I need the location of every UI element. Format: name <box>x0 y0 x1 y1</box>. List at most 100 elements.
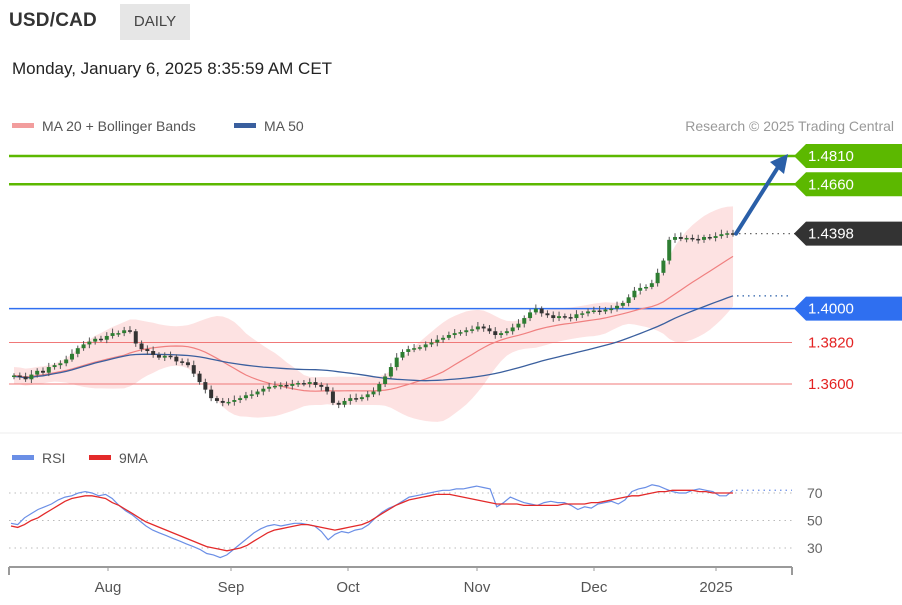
candle-body <box>238 398 243 401</box>
level-label: 1.3600 <box>808 376 854 393</box>
candle-body <box>151 351 156 355</box>
candle-body <box>696 238 701 241</box>
rsi-ma-line <box>10 489 733 552</box>
x-tick-label: Sep <box>218 579 245 596</box>
candle-body <box>81 344 86 349</box>
candle-body <box>122 330 127 334</box>
candle-body <box>383 376 388 384</box>
candle-body <box>325 386 330 392</box>
candle-body <box>232 400 237 402</box>
level-badge <box>794 296 902 321</box>
candle-body <box>64 359 69 364</box>
candle-body <box>359 397 364 400</box>
candle-body <box>220 400 225 403</box>
candle-body <box>731 233 735 235</box>
candle-body <box>127 330 132 332</box>
legend-swatch-bollinger <box>12 123 34 128</box>
legend-swatch-ma50 <box>234 123 256 128</box>
candle-body <box>354 398 359 400</box>
candle-body <box>278 384 283 387</box>
candle-body <box>23 376 28 380</box>
rsi-tick-label: 30 <box>807 540 823 556</box>
candle-body <box>243 395 248 399</box>
candle-body <box>313 382 318 385</box>
candle-body <box>684 237 689 240</box>
ma50-line <box>13 295 734 382</box>
candle-body <box>116 333 121 335</box>
candle-body <box>435 339 440 343</box>
candle-body <box>725 233 730 235</box>
candle-body <box>661 260 666 273</box>
candle-body <box>522 318 527 324</box>
x-tick-label: Aug <box>95 579 122 596</box>
candle-body <box>203 382 208 390</box>
candle-body <box>597 310 602 313</box>
candle-body <box>487 328 492 332</box>
level-badge <box>794 221 902 246</box>
candle-body <box>139 343 144 350</box>
level-label: 1.4000 <box>808 301 854 318</box>
price-levels-layer <box>9 154 902 385</box>
candle-body <box>458 332 463 334</box>
candle-body <box>562 316 567 318</box>
candle-body <box>46 367 51 373</box>
candle-body <box>475 326 480 330</box>
candle-body <box>504 331 509 334</box>
legend-label-bollinger: MA 20 + Bollinger Bands <box>42 118 196 134</box>
candle-body <box>673 237 678 240</box>
candle-body <box>539 308 544 314</box>
candle-body <box>591 310 596 313</box>
rsi-tick-label: 50 <box>807 513 823 529</box>
level-labels-layer: 1.4810 1.4660 1.4398 1.4000 1.3820 1.3600 <box>794 144 902 393</box>
source-credit: Research © 2025 Trading Central <box>685 118 894 134</box>
candle-body <box>626 297 631 303</box>
candle-body <box>644 286 649 289</box>
candle-body <box>110 333 115 336</box>
candle-body <box>40 370 45 373</box>
candle-body <box>638 287 643 291</box>
candle-body <box>185 362 190 366</box>
level-label: 1.4660 <box>808 176 854 193</box>
candle-body <box>586 311 591 314</box>
candle-body <box>12 375 16 378</box>
candle-body <box>632 290 637 298</box>
candle-body <box>713 236 718 238</box>
candle-body <box>667 239 672 261</box>
legend-swatch-rsi-ma <box>89 455 111 460</box>
candle-body <box>145 349 150 352</box>
candle-body <box>493 331 498 336</box>
candle-body <box>226 401 231 404</box>
candle-body <box>168 355 173 358</box>
candle-body <box>307 382 312 384</box>
candle-body <box>400 351 405 358</box>
candle-body <box>69 353 74 360</box>
candle-body <box>17 375 22 378</box>
candle-body <box>719 234 724 237</box>
rsi-line <box>10 484 734 559</box>
candle-body <box>249 394 254 396</box>
candle-body <box>272 385 277 388</box>
candle-body <box>707 237 712 239</box>
candle-body <box>545 313 550 316</box>
candle-body <box>394 357 399 368</box>
candle-body <box>371 391 376 395</box>
candle-body <box>35 370 40 375</box>
candle-body <box>481 326 486 329</box>
candle-body <box>255 391 260 395</box>
candle-body <box>423 344 428 348</box>
chart-header: USD/CAD DAILY <box>0 0 902 44</box>
candle-body <box>93 338 98 342</box>
candle-body <box>441 337 446 340</box>
candle-body <box>580 313 585 315</box>
level-badge <box>794 144 902 168</box>
level-label: 1.3820 <box>808 335 854 352</box>
candle-body <box>267 386 272 389</box>
candle-body <box>620 302 625 306</box>
candle-body <box>388 367 393 377</box>
legend-label-rsi: RSI <box>42 450 65 466</box>
timeframe-button[interactable]: DAILY <box>120 4 190 40</box>
candle-body <box>296 383 301 385</box>
candle-body <box>342 400 347 405</box>
candle-body <box>649 283 654 287</box>
candle-body <box>290 384 295 386</box>
